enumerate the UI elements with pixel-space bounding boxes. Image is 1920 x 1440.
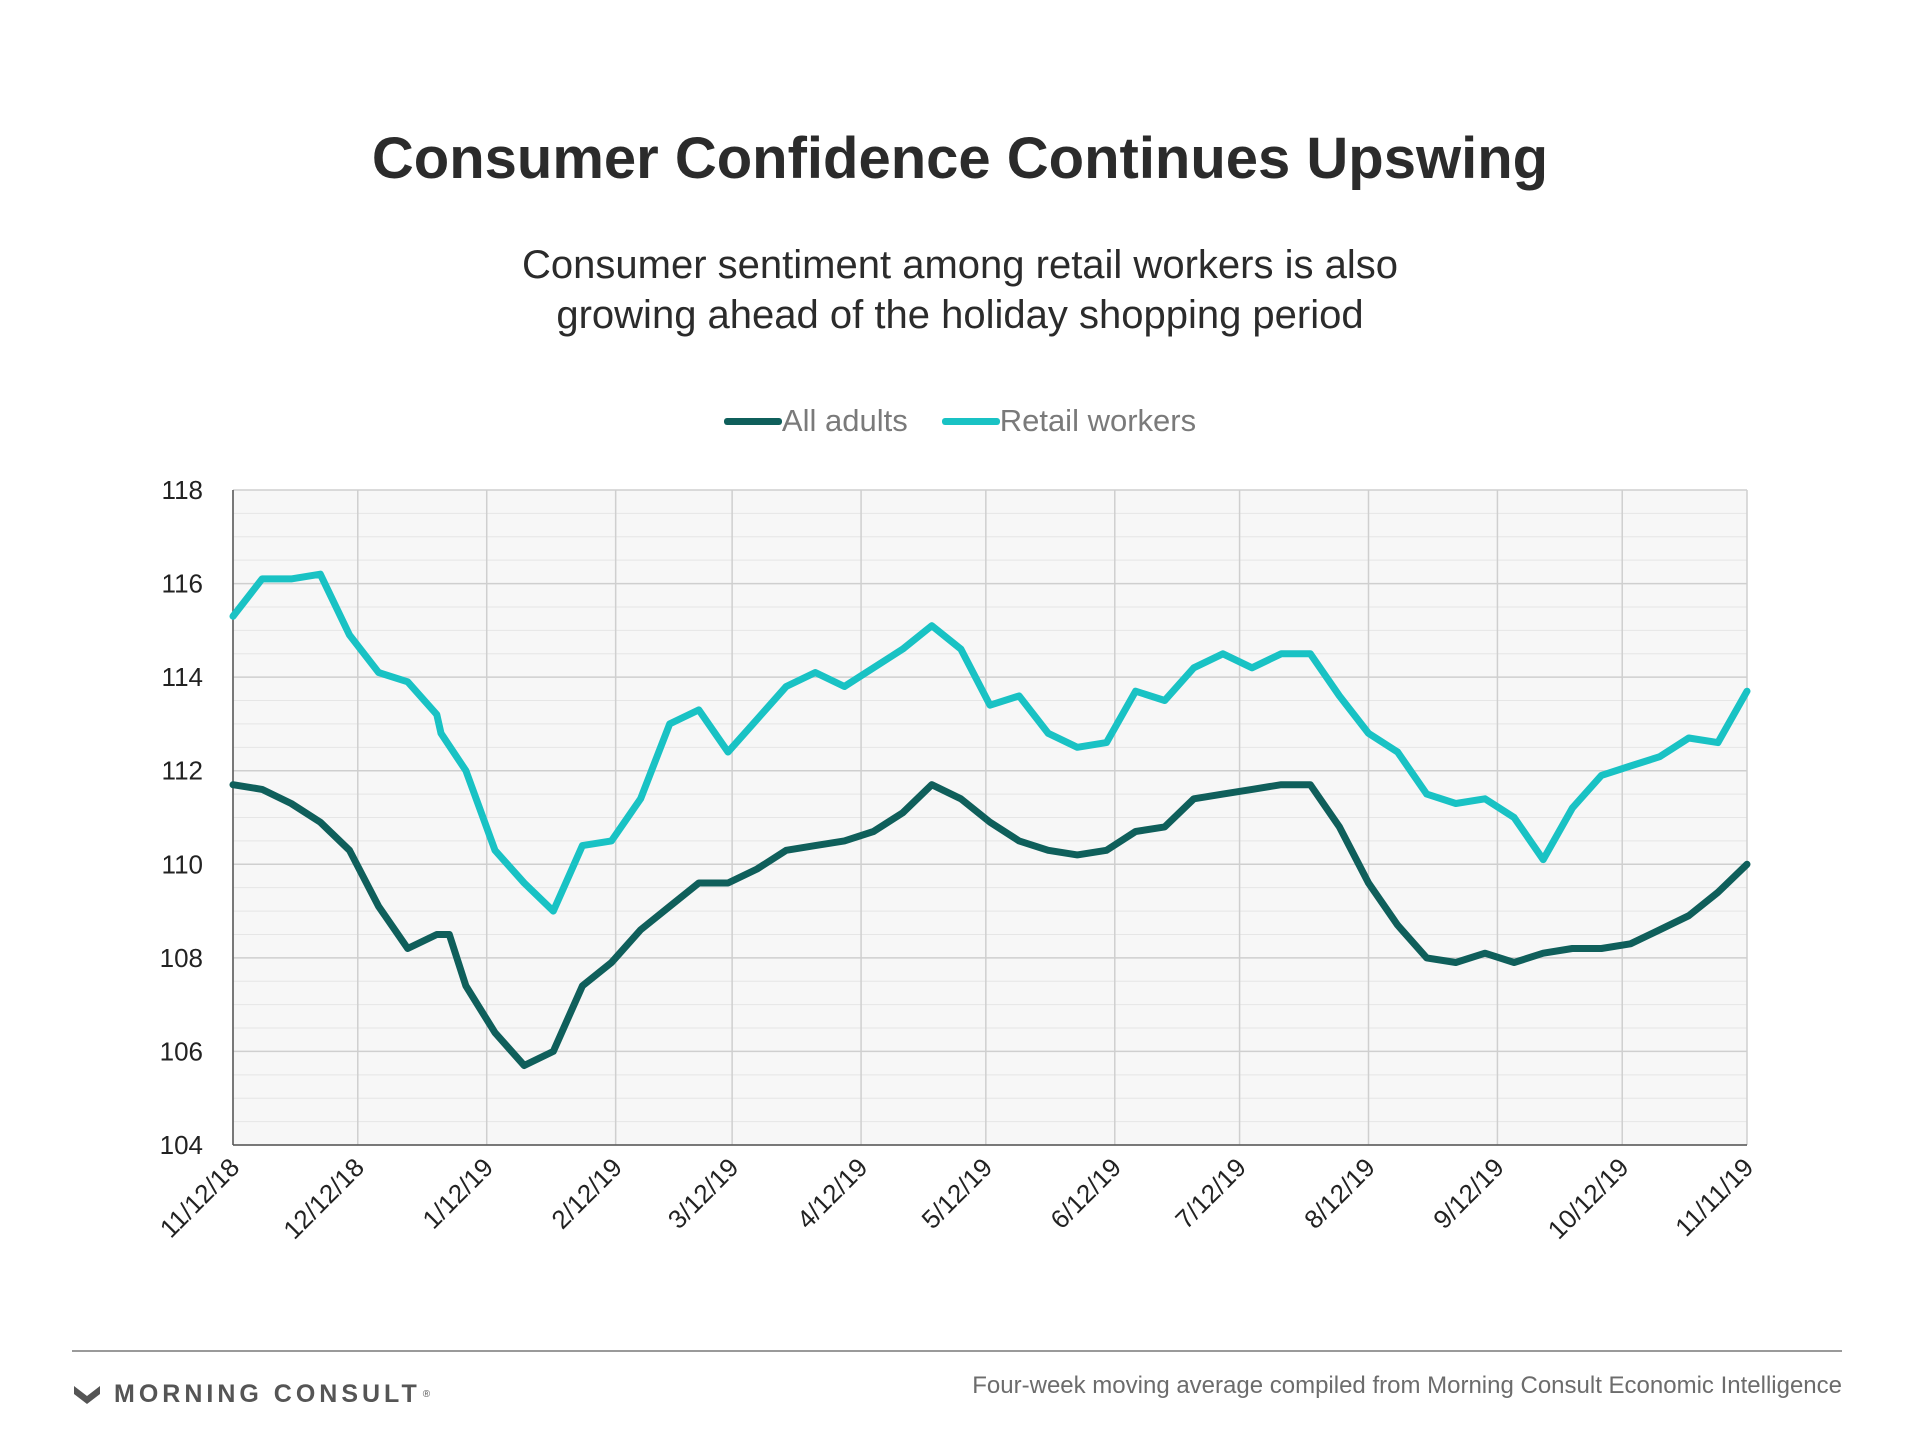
legend-swatch-all-adults xyxy=(723,417,782,425)
x-tick-label: 11/12/18 xyxy=(154,1152,245,1243)
chart-title: Consumer Confidence Continues Upswing xyxy=(371,126,1549,191)
chart-subtitle: Consumer sentiment among retail workers … xyxy=(0,240,1920,340)
x-tick-label: 3/12/19 xyxy=(662,1152,745,1235)
legend-label-retail-workers: Retail workers xyxy=(999,403,1197,438)
brand-logo: MORNING CONSULT ® xyxy=(72,1380,430,1409)
chart-legend: All adults Retail workers xyxy=(0,403,1920,439)
legend-item-retail-workers: Retail workers xyxy=(941,403,1197,439)
x-tick-label: 12/12/18 xyxy=(277,1152,370,1245)
y-tick-label: 118 xyxy=(162,475,203,505)
y-tick-label: 110 xyxy=(162,849,203,879)
x-tick-label: 8/12/19 xyxy=(1298,1152,1381,1235)
brand-name: MORNING CONSULT xyxy=(114,1380,421,1408)
x-tick-label: 4/12/19 xyxy=(791,1152,874,1235)
legend-item-all-adults: All adults xyxy=(723,403,908,439)
y-tick-label: 106 xyxy=(160,1036,203,1066)
legend-swatch-retail-workers xyxy=(941,417,1000,425)
y-tick-label: 108 xyxy=(160,943,203,973)
line-chart: 104 106 108 110 112 114 116 118 11/12/18 12/12/18… xyxy=(154,475,1759,1245)
x-tick-label: 10/12/19 xyxy=(1542,1152,1635,1245)
series-line-retail-workers xyxy=(229,570,1751,915)
x-tick-label: 2/12/19 xyxy=(545,1152,628,1235)
footer-divider xyxy=(72,1350,1842,1352)
subtitle-line-1: Consumer sentiment among retail workers … xyxy=(522,243,1398,287)
x-tick-label: 7/12/19 xyxy=(1169,1152,1252,1235)
y-tick-label: 112 xyxy=(162,756,203,786)
x-tick-label: 11/11/19 xyxy=(1669,1152,1759,1242)
y-tick-label: 116 xyxy=(162,569,203,599)
x-tick-label: 5/12/19 xyxy=(916,1152,999,1235)
y-tick-label: 104 xyxy=(160,1130,203,1160)
source-note: Four-week moving average compiled from M… xyxy=(972,1372,1842,1399)
registered-mark: ® xyxy=(422,1389,431,1400)
x-tick-label: 1/12/19 xyxy=(416,1152,499,1235)
subtitle-line-2: growing ahead of the holiday shopping pe… xyxy=(556,293,1364,337)
legend-label-all-adults: All adults xyxy=(781,403,908,438)
x-tick-label: 9/12/19 xyxy=(1427,1152,1510,1235)
y-tick-label: 114 xyxy=(162,662,203,692)
series-line-all-adults xyxy=(229,781,1751,1069)
morning-consult-chevron-icon xyxy=(74,1385,100,1404)
x-tick-label: 6/12/19 xyxy=(1044,1152,1127,1235)
